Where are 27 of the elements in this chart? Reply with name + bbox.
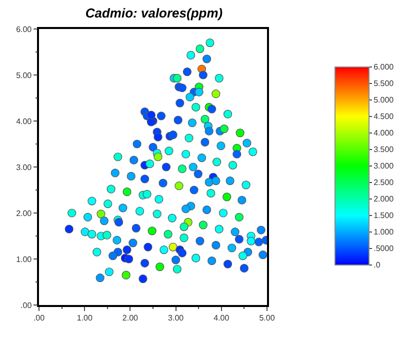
y-tick-label: 4.00	[16, 116, 32, 126]
color-bar-label: 3.000	[374, 162, 394, 171]
y-tick-label: .00	[20, 300, 32, 310]
x-tick-label: 1.00	[76, 313, 93, 322]
color-bar-label: 4.500	[374, 112, 394, 122]
color-bar-label: 2.000	[374, 194, 394, 204]
color-bar-label: 2.500	[374, 178, 394, 188]
color-bar-label: 5.000	[374, 96, 394, 105]
y-tick-label: 3.00	[16, 162, 32, 172]
color-bar-label: 1.500	[374, 211, 394, 220]
chart-title: Cadmio: valores(ppm)	[85, 6, 223, 21]
color-bar-label: 4.000	[374, 128, 394, 138]
y-tick-label: 1.00	[16, 254, 32, 264]
color-bar-label: 5.500	[374, 79, 394, 88]
x-tick-label: 3.00	[168, 313, 184, 322]
y-tick-label: 6.00	[16, 24, 32, 34]
color-bar-label: 1.000	[374, 228, 394, 237]
y-tick-label: 5.00	[16, 70, 32, 80]
color-bar-label: .5000	[374, 244, 394, 254]
color-bar-label: .0	[374, 260, 381, 270]
x-tick-label: 5.00	[259, 313, 276, 322]
color-bar-label: 6.000	[374, 62, 394, 72]
color-bar-label: 3.500	[374, 145, 394, 154]
x-tick-label: 2.00	[122, 313, 139, 322]
x-tick-label: .00	[33, 313, 46, 322]
x-tick-label: 4.00	[214, 313, 230, 322]
y-tick-label: 2.00	[16, 208, 32, 218]
